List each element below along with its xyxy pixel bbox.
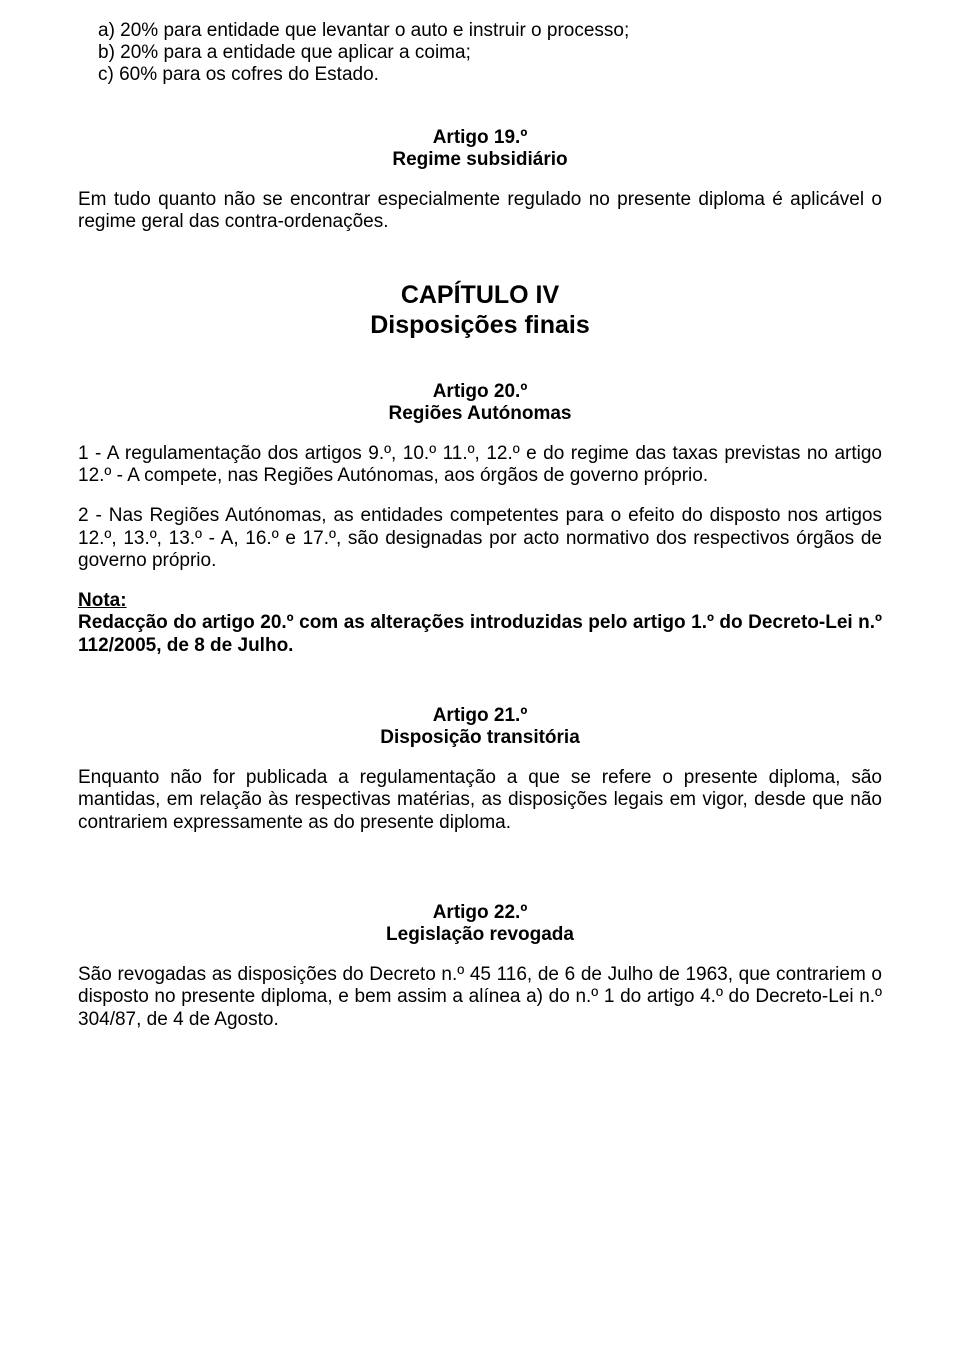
article-21-title: Artigo 21.º xyxy=(78,705,882,727)
article-19-body: Em tudo quanto não se encontrar especial… xyxy=(78,189,882,233)
list-item-b: b) 20% para a entidade que aplicar a coi… xyxy=(78,42,882,64)
article-20-note: Nota: Redacção do artigo 20.º com as alt… xyxy=(78,590,882,657)
list-item-c: c) 60% para os cofres do Estado. xyxy=(78,64,882,86)
article-20-p1: 1 - A regulamentação dos artigos 9.º, 10… xyxy=(78,443,882,487)
article-21-subtitle: Disposição transitória xyxy=(78,727,882,749)
article-20-p2: 2 - Nas Regiões Autónomas, as entidades … xyxy=(78,505,882,572)
chapter-title: Disposições finais xyxy=(78,310,882,341)
article-19-subtitle: Regime subsidiário xyxy=(78,149,882,171)
article-20-subtitle: Regiões Autónomas xyxy=(78,403,882,425)
note-label: Nota: xyxy=(78,590,127,611)
article-19-title: Artigo 19.º xyxy=(78,127,882,149)
article-22-subtitle: Legislação revogada xyxy=(78,924,882,946)
article-20-heading: Artigo 20.º Regiões Autónomas xyxy=(78,381,882,425)
article-22-body: São revogadas as disposições do Decreto … xyxy=(78,964,882,1031)
list-item-a: a) 20% para entidade que levantar o auto… xyxy=(78,20,882,42)
chapter-number: CAPÍTULO IV xyxy=(78,280,882,311)
article-22-heading: Artigo 22.º Legislação revogada xyxy=(78,902,882,946)
article-21-body: Enquanto não for publicada a regulamenta… xyxy=(78,767,882,834)
article-20-title: Artigo 20.º xyxy=(78,381,882,403)
article-21-heading: Artigo 21.º Disposição transitória xyxy=(78,705,882,749)
note-text: Redacção do artigo 20.º com as alteraçõe… xyxy=(78,612,882,655)
chapter-heading: CAPÍTULO IV Disposições finais xyxy=(78,280,882,341)
article-19-heading: Artigo 19.º Regime subsidiário xyxy=(78,127,882,171)
article-22-title: Artigo 22.º xyxy=(78,902,882,924)
